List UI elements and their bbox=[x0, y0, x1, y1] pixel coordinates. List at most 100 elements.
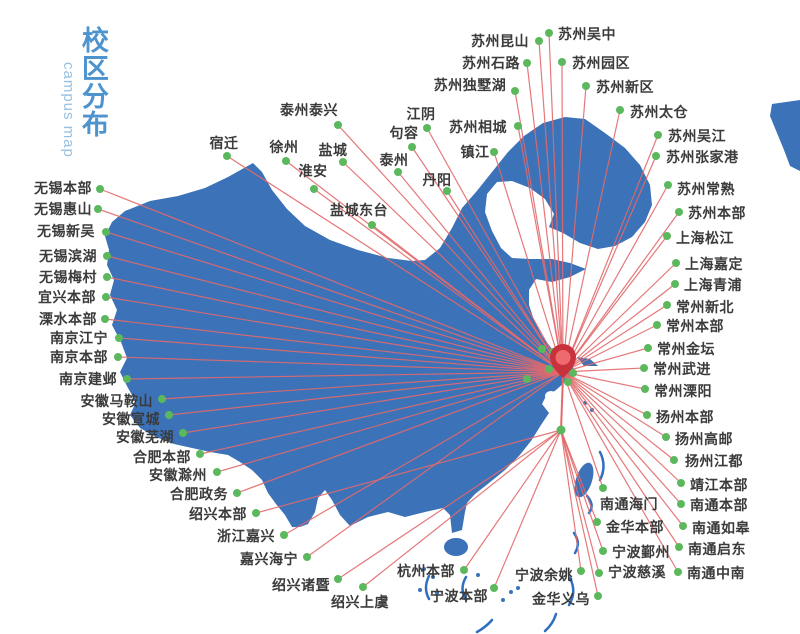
link-line bbox=[560, 429, 598, 523]
link-line bbox=[493, 151, 564, 373]
site-dot bbox=[643, 411, 651, 419]
link-line bbox=[560, 429, 600, 574]
link-line bbox=[538, 40, 564, 373]
small-islands bbox=[418, 401, 594, 602]
site-dot bbox=[101, 315, 109, 323]
site-dot bbox=[545, 29, 553, 37]
hub-connector-line bbox=[560, 375, 564, 431]
site-dot bbox=[165, 411, 173, 419]
link-line bbox=[562, 371, 648, 416]
link-line bbox=[562, 134, 659, 373]
link-line bbox=[283, 371, 564, 536]
city-dot bbox=[545, 365, 553, 373]
site-dot bbox=[179, 429, 187, 437]
island-speck bbox=[509, 590, 513, 594]
site-dot bbox=[595, 569, 603, 577]
link-line bbox=[236, 371, 564, 494]
site-dot bbox=[223, 152, 231, 160]
site-dot bbox=[675, 208, 683, 216]
link-line bbox=[255, 429, 562, 514]
site-dot bbox=[102, 228, 110, 236]
link-line bbox=[313, 188, 564, 373]
link-line bbox=[560, 429, 582, 572]
taiwan-island bbox=[574, 462, 594, 498]
link-line bbox=[97, 208, 564, 373]
link-line bbox=[562, 371, 682, 505]
site-dot bbox=[663, 232, 671, 240]
site-dot bbox=[644, 344, 652, 352]
site-dot bbox=[593, 518, 601, 526]
site-dot bbox=[158, 395, 166, 403]
site-dot bbox=[577, 567, 585, 575]
island-speck bbox=[435, 591, 439, 595]
link-line bbox=[337, 124, 564, 373]
link-line bbox=[560, 429, 604, 552]
site-dot bbox=[460, 566, 468, 574]
site-dot bbox=[490, 148, 498, 156]
site-dot bbox=[196, 450, 204, 458]
page-title: 校区分布 bbox=[77, 26, 108, 138]
link-line bbox=[117, 356, 564, 373]
headquarters-pin-icon bbox=[550, 344, 576, 378]
site-dot bbox=[103, 273, 111, 281]
site-dot bbox=[652, 152, 660, 160]
island-speck bbox=[418, 588, 422, 592]
site-dot bbox=[423, 124, 431, 132]
site-dot bbox=[334, 575, 342, 583]
page-subtitle: campus map bbox=[60, 62, 77, 158]
site-dot bbox=[394, 168, 402, 176]
site-dot bbox=[213, 468, 221, 476]
site-dot bbox=[558, 58, 566, 66]
link-line bbox=[168, 371, 564, 416]
site-dot bbox=[334, 121, 342, 129]
site-dot bbox=[675, 543, 683, 551]
link-line bbox=[562, 283, 676, 373]
site-dot bbox=[671, 280, 679, 288]
site-dot bbox=[490, 584, 498, 592]
link-line bbox=[562, 184, 669, 373]
site-dot bbox=[677, 479, 685, 487]
hainan-island bbox=[444, 538, 468, 556]
site-dot bbox=[654, 131, 662, 139]
city-dot bbox=[538, 345, 546, 353]
site-dot bbox=[280, 531, 288, 539]
site-dot bbox=[599, 484, 607, 492]
site-dot bbox=[677, 500, 685, 508]
site-dot bbox=[674, 568, 682, 576]
site-dot bbox=[679, 522, 687, 530]
site-dot bbox=[252, 509, 260, 517]
link-line bbox=[371, 224, 564, 373]
taihu-lake bbox=[545, 391, 557, 401]
link-line bbox=[446, 190, 564, 373]
site-dot bbox=[233, 489, 241, 497]
link-line bbox=[562, 371, 646, 390]
northeast-tip-shape bbox=[770, 100, 800, 171]
link-line bbox=[126, 371, 564, 380]
island-speck bbox=[431, 575, 435, 579]
link-line bbox=[226, 155, 564, 373]
link-line bbox=[106, 276, 564, 373]
link-line bbox=[99, 188, 564, 373]
south-hub-dot bbox=[556, 425, 566, 435]
link-line bbox=[562, 304, 668, 373]
site-dot bbox=[443, 187, 451, 195]
link-line bbox=[562, 371, 667, 438]
site-dot bbox=[102, 293, 110, 301]
site-dot bbox=[303, 553, 311, 561]
site-dot bbox=[511, 87, 519, 95]
site-dot bbox=[599, 547, 607, 555]
city-dot bbox=[564, 378, 572, 386]
pin-inner-circle bbox=[555, 350, 571, 365]
link-line bbox=[182, 371, 564, 434]
link-line bbox=[426, 127, 564, 373]
site-dot bbox=[616, 106, 624, 114]
link-line bbox=[561, 61, 564, 373]
link-line bbox=[362, 429, 562, 588]
site-dot bbox=[653, 321, 661, 329]
site-dot bbox=[664, 181, 672, 189]
link-line bbox=[342, 161, 564, 373]
link-line bbox=[199, 371, 564, 455]
site-dot bbox=[670, 456, 678, 464]
link-line bbox=[105, 231, 564, 373]
